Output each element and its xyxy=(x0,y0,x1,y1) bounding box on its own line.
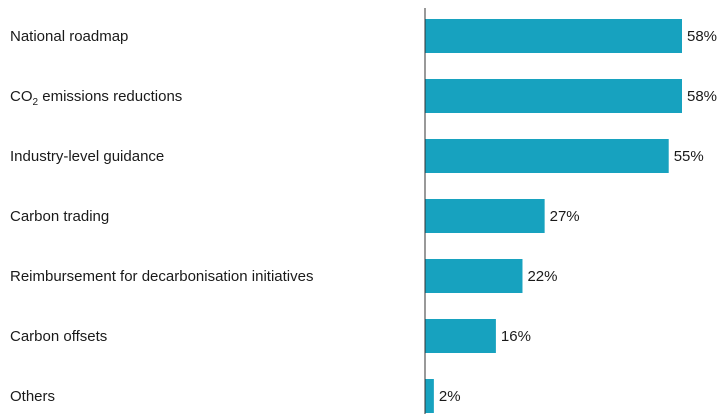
bar-reimbursement-for-decarbonisation-initiatives xyxy=(425,259,523,293)
bar-carbon-offsets xyxy=(425,319,496,353)
category-labels: National roadmap CO2 emissions reductions… xyxy=(10,28,313,405)
bar-co2-emissions-reductions xyxy=(425,79,682,113)
value-label-national-roadmap: 58% xyxy=(687,28,717,45)
value-label-carbon-offsets: 16% xyxy=(501,328,531,345)
category-label-carbon-offsets: Carbon offsets xyxy=(10,328,107,345)
category-label-industry-level-guidance: Industry-level guidance xyxy=(10,148,164,165)
bars-group xyxy=(425,19,682,413)
bar-others xyxy=(425,379,434,413)
category-label-national-roadmap: National roadmap xyxy=(10,28,128,45)
bar-carbon-trading xyxy=(425,199,545,233)
value-labels: 58% 58% 55% 27% 22% 16% 2% xyxy=(439,28,717,405)
category-label-co2-emissions-reductions: CO2 emissions reductions xyxy=(10,88,182,108)
category-label-reimbursement-for-decarbonisation-initiatives: Reimbursement for decarbonisation initia… xyxy=(10,268,313,285)
value-label-others: 2% xyxy=(439,388,461,405)
category-label-others: Others xyxy=(10,388,55,405)
category-label-carbon-trading: Carbon trading xyxy=(10,208,109,225)
value-label-reimbursement-for-decarbonisation-initiatives: 22% xyxy=(527,268,557,285)
value-label-industry-level-guidance: 55% xyxy=(674,148,704,165)
value-label-co2-emissions-reductions: 58% xyxy=(687,88,717,105)
bar-industry-level-guidance xyxy=(425,139,669,173)
value-label-carbon-trading: 27% xyxy=(550,208,580,225)
bar-national-roadmap xyxy=(425,19,682,53)
